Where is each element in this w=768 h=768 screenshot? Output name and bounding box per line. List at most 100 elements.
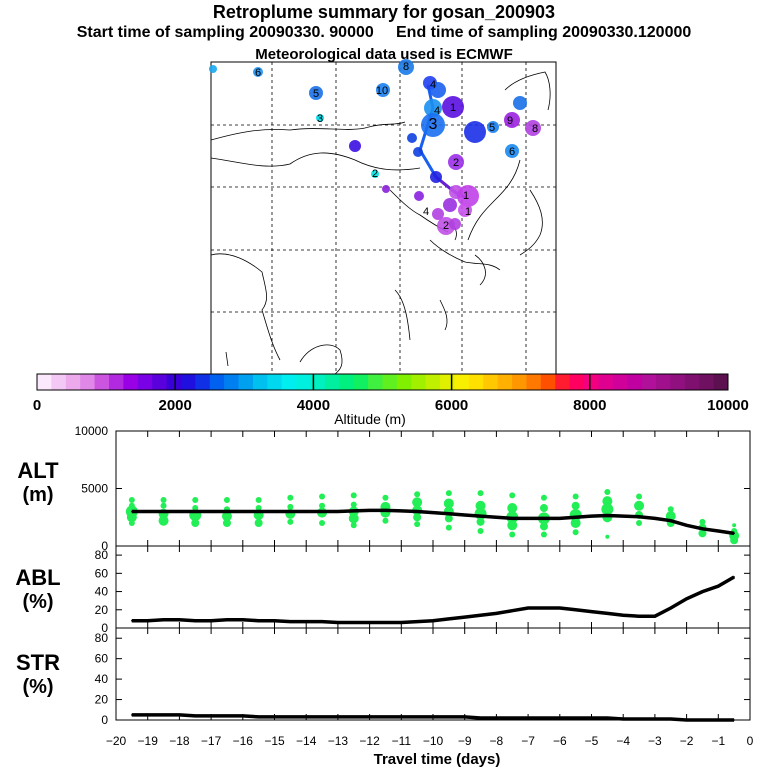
str-point: [448, 716, 450, 718]
colorbar-swatch: [483, 374, 499, 390]
alt-point: [590, 515, 593, 517]
altitude-sample: [160, 497, 167, 503]
abl-point: [210, 619, 212, 622]
x-tick-label: −3: [648, 734, 662, 748]
alt-point: [511, 517, 514, 520]
abl-point: [733, 576, 735, 578]
altitude-sample: [192, 497, 199, 503]
alt-point: [226, 510, 228, 513]
altitude-sample: [191, 519, 200, 527]
str-point: [242, 715, 244, 717]
x-tick-label: −4: [616, 734, 630, 748]
colorbar-swatch: [108, 374, 124, 390]
altitude-sample: [348, 513, 359, 524]
str-point: [654, 718, 656, 720]
altitude-sample: [414, 521, 421, 528]
colorbar-swatch: [684, 374, 700, 390]
altitude-sample: [636, 520, 643, 526]
x-tick-label: −16: [233, 734, 254, 748]
colorbar-swatch: [238, 374, 254, 390]
x-tick-label: −10: [423, 734, 444, 748]
alt-point: [242, 510, 244, 513]
str-frame: [115, 627, 751, 721]
alt-point: [432, 511, 434, 514]
alt-point: [257, 510, 260, 513]
abl-point: [146, 619, 149, 622]
x-tick-label: −7: [521, 734, 535, 748]
colorbar-swatch: [252, 374, 268, 390]
alt-point: [194, 510, 197, 513]
x-tick-label: 0: [747, 734, 754, 748]
str-point: [178, 714, 181, 716]
plume-cluster: [413, 147, 423, 157]
abl-point: [606, 612, 609, 615]
colorbar-swatch: [51, 374, 67, 390]
str-label: STR: [16, 650, 60, 675]
plume-cluster: [316, 114, 324, 122]
colorbar-swatch: [454, 374, 470, 390]
alt-point: [527, 517, 529, 520]
cluster-label: 8: [403, 61, 409, 73]
alt-point: [479, 515, 482, 517]
abl-point: [622, 614, 624, 617]
abl-point: [273, 619, 276, 622]
abl-point: [162, 619, 165, 621]
plume-cluster: [457, 185, 479, 207]
alt-point: [448, 513, 450, 515]
altitude-sample: [601, 503, 614, 516]
x-tick-label: −15: [264, 734, 285, 748]
altitude-sample: [414, 491, 421, 498]
cluster-label: 2: [372, 168, 378, 180]
map-frame: [210, 61, 557, 375]
alt-point: [210, 510, 212, 513]
abl-point: [590, 610, 593, 613]
str-point: [463, 716, 466, 718]
cluster-label: 4: [430, 79, 436, 91]
alt-point: [289, 510, 292, 513]
plume-cluster: [382, 185, 390, 193]
abl-point: [669, 607, 672, 609]
x-axis-label: Travel time (days): [374, 751, 501, 768]
str-point: [606, 717, 609, 719]
colorbar-swatch: [65, 374, 81, 390]
alt-point: [321, 510, 323, 513]
colorbar-label: Altitude (m): [334, 411, 406, 427]
str-point: [527, 717, 529, 719]
colorbar-swatch: [656, 374, 671, 390]
colorbar-swatch: [166, 374, 182, 390]
altitude-sample: [475, 500, 486, 511]
cluster-label: 2: [443, 220, 449, 232]
altitude-sample: [509, 531, 516, 538]
colorbar-swatch: [296, 374, 312, 390]
abl-point: [543, 607, 545, 609]
y-tick-label: 0: [101, 621, 108, 635]
x-tick-label: −9: [458, 734, 472, 748]
x-tick-label: −11: [392, 734, 412, 748]
abl-point: [717, 585, 720, 587]
abl-point: [416, 620, 418, 623]
colorbar-swatch: [699, 374, 715, 390]
alt-point: [717, 530, 720, 532]
str-point: [717, 719, 720, 721]
colorbar-swatch: [80, 374, 96, 390]
str-unit: (%): [22, 676, 53, 698]
alt-point: [146, 510, 149, 513]
altitude-sample: [445, 524, 452, 531]
colorbar-swatch: [627, 374, 643, 390]
plume-cluster: [430, 171, 442, 183]
colorbar-swatch: [713, 374, 729, 390]
plume-cluster: [448, 154, 464, 170]
altitude-sample: [255, 497, 262, 503]
alt-panel: 0 5000 10000: [75, 424, 751, 553]
plume-cluster: [371, 170, 379, 178]
y-tick-label: 0: [101, 713, 108, 727]
plume-cluster: [443, 198, 457, 212]
altitude-sample: [158, 515, 169, 526]
altitude-sample: [222, 519, 231, 527]
plume-cluster: [525, 120, 541, 136]
altitude-sample: [128, 497, 135, 503]
str-point: [432, 716, 434, 718]
str-point: [131, 714, 133, 716]
cluster-label: 5: [489, 122, 495, 134]
colorbar-swatch: [37, 374, 52, 390]
